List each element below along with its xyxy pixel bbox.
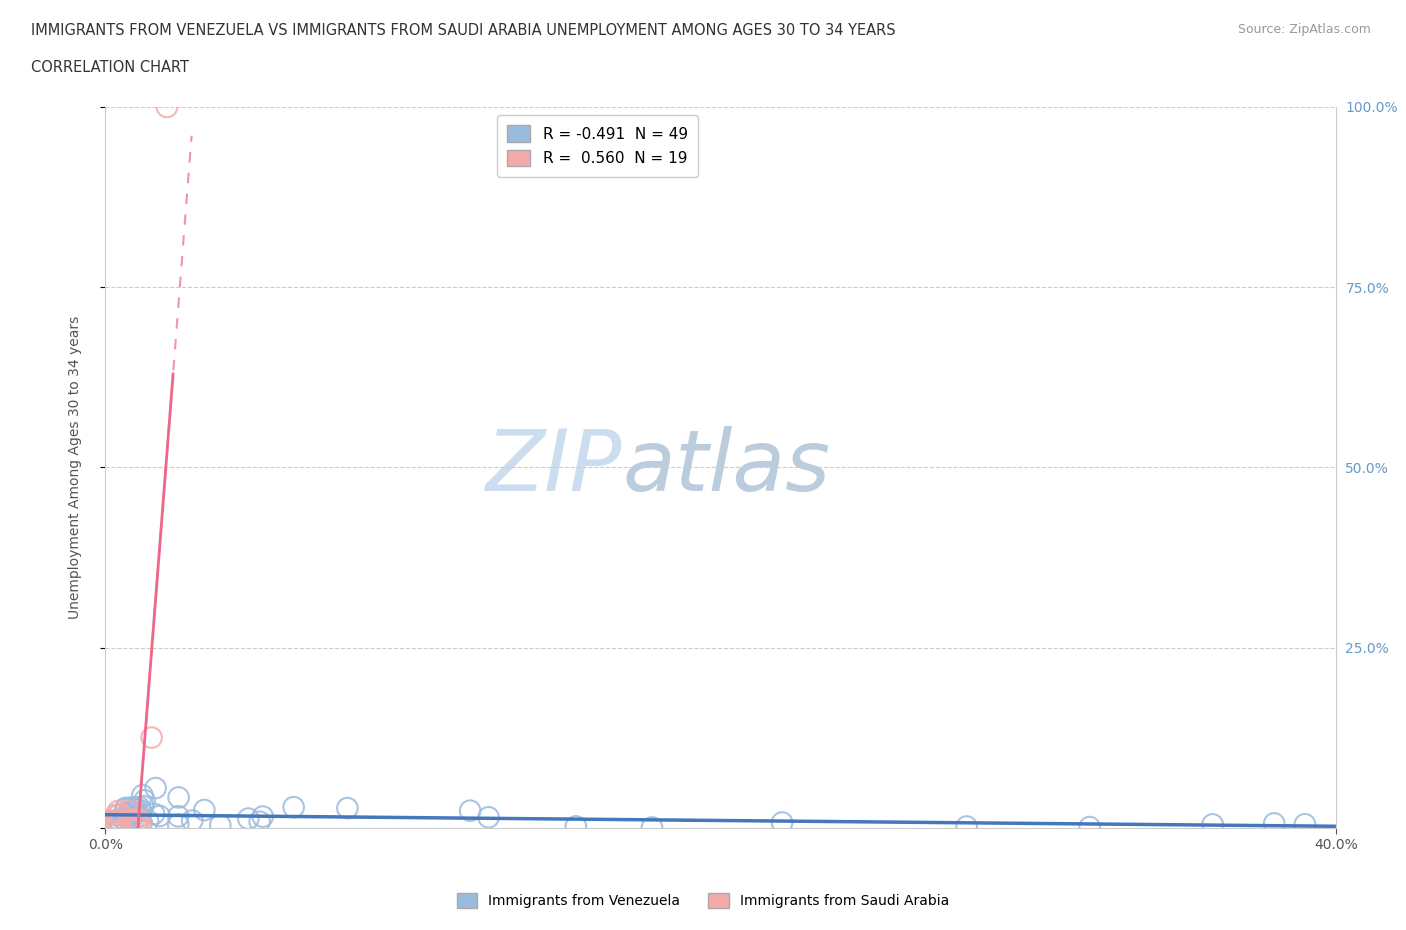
Point [98, 814, 121, 829]
Point [107, 804, 129, 818]
Point [128, 809, 150, 824]
Point [1078, 819, 1101, 834]
Point [110, 817, 132, 832]
Point [127, 818, 149, 833]
Point [477, 810, 499, 825]
Point [336, 801, 359, 816]
Point [141, 730, 163, 745]
Point [249, 815, 271, 830]
Point [121, 800, 143, 815]
Point [118, 804, 141, 818]
Legend: R = -0.491  N = 49, R =  0.560  N = 19: R = -0.491 N = 49, R = 0.560 N = 19 [496, 114, 699, 177]
Point [103, 815, 125, 830]
Point [238, 811, 260, 826]
Point [108, 807, 131, 822]
Text: ZIP: ZIP [486, 426, 621, 509]
Point [148, 808, 170, 823]
Point [110, 819, 132, 834]
Point [107, 812, 129, 827]
Point [121, 811, 143, 826]
Point [132, 799, 155, 814]
Point [156, 100, 179, 114]
Point [565, 819, 588, 834]
Point [115, 814, 138, 829]
Point [115, 807, 138, 822]
Point [124, 802, 146, 817]
Point [143, 806, 166, 821]
Point [124, 812, 146, 827]
Point [1294, 817, 1316, 831]
Point [101, 814, 124, 829]
Point [114, 802, 136, 817]
Point [167, 809, 190, 824]
Point [129, 804, 152, 818]
Point [956, 819, 979, 834]
Point [114, 813, 136, 828]
Point [120, 813, 141, 828]
Point [641, 820, 664, 835]
Point [167, 817, 190, 832]
Point [134, 793, 156, 808]
Point [770, 815, 793, 830]
Point [128, 813, 150, 828]
Point [122, 804, 145, 819]
Text: Source: ZipAtlas.com: Source: ZipAtlas.com [1237, 23, 1371, 36]
Point [1263, 816, 1285, 830]
Point [114, 805, 136, 820]
Point [136, 814, 159, 829]
Point [114, 801, 136, 816]
Point [125, 801, 148, 816]
Point [167, 790, 190, 804]
Y-axis label: Unemployment Among Ages 30 to 34 years: Unemployment Among Ages 30 to 34 years [67, 315, 82, 619]
Legend: Immigrants from Venezuela, Immigrants from Saudi Arabia: Immigrants from Venezuela, Immigrants fr… [451, 888, 955, 914]
Point [131, 788, 153, 803]
Point [104, 817, 127, 831]
Text: atlas: atlas [621, 426, 830, 509]
Point [129, 817, 152, 832]
Point [117, 819, 139, 834]
Point [283, 800, 305, 815]
Text: CORRELATION CHART: CORRELATION CHART [31, 60, 188, 75]
Point [193, 803, 215, 817]
Point [209, 817, 232, 832]
Point [128, 800, 150, 815]
Text: IMMIGRANTS FROM VENEZUELA VS IMMIGRANTS FROM SAUDI ARABIA UNEMPLOYMENT AMONG AGE: IMMIGRANTS FROM VENEZUELA VS IMMIGRANTS … [31, 23, 896, 38]
Point [1201, 817, 1223, 831]
Point [128, 813, 150, 828]
Point [127, 819, 149, 834]
Point [104, 807, 127, 822]
Point [458, 804, 481, 818]
Point [252, 809, 274, 824]
Point [105, 813, 128, 828]
Point [131, 816, 153, 830]
Point [145, 780, 167, 795]
Point [108, 812, 131, 827]
Point [105, 816, 128, 830]
Point [111, 811, 134, 826]
Point [181, 813, 204, 828]
